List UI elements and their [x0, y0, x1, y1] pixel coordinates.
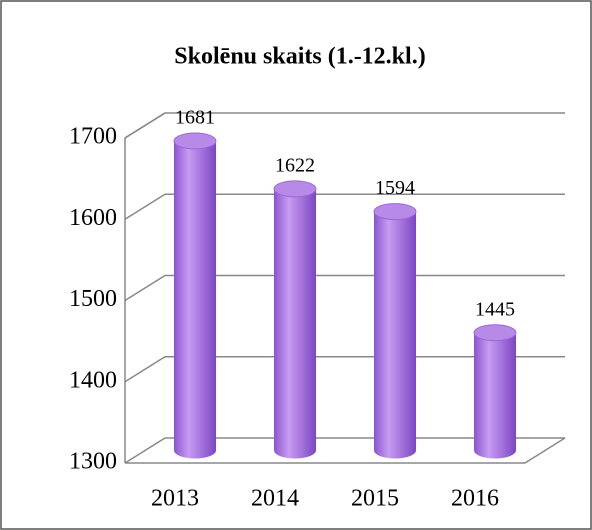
bar [473, 324, 517, 459]
bar-top [273, 180, 317, 198]
y-tick-label: 1700 [69, 124, 117, 150]
y-tick-label: 1300 [69, 449, 117, 475]
y-tick-label: 1500 [69, 286, 117, 312]
bar [273, 180, 317, 459]
grid-line [124, 437, 565, 464]
grid-line [124, 274, 565, 302]
x-tick-label: 2014 [251, 486, 299, 512]
y-tick-label: 1400 [69, 367, 117, 393]
chart-title: Skolēnu skaits (1.-12.kl.) [174, 44, 425, 70]
bar [173, 132, 217, 459]
grid-line [124, 356, 565, 383]
x-tick-label: 2013 [151, 486, 199, 512]
value-label: 1445 [475, 298, 515, 320]
bar-body [174, 140, 216, 459]
bar-top [173, 132, 217, 150]
bar-body [474, 332, 516, 459]
value-label: 1681 [175, 107, 215, 129]
value-label: 1594 [375, 177, 415, 199]
floor [125, 437, 566, 464]
grid-line [124, 112, 565, 139]
x-tick-label: 2016 [451, 486, 499, 512]
grid-line [124, 193, 565, 220]
bar [373, 203, 417, 459]
bar-body [374, 211, 416, 459]
y-tick-label: 1600 [69, 205, 117, 231]
x-tick-label: 2015 [351, 486, 399, 512]
bar-top [473, 324, 517, 342]
bar-body [274, 188, 316, 459]
bar-top [373, 203, 417, 221]
value-label: 1622 [275, 154, 315, 176]
